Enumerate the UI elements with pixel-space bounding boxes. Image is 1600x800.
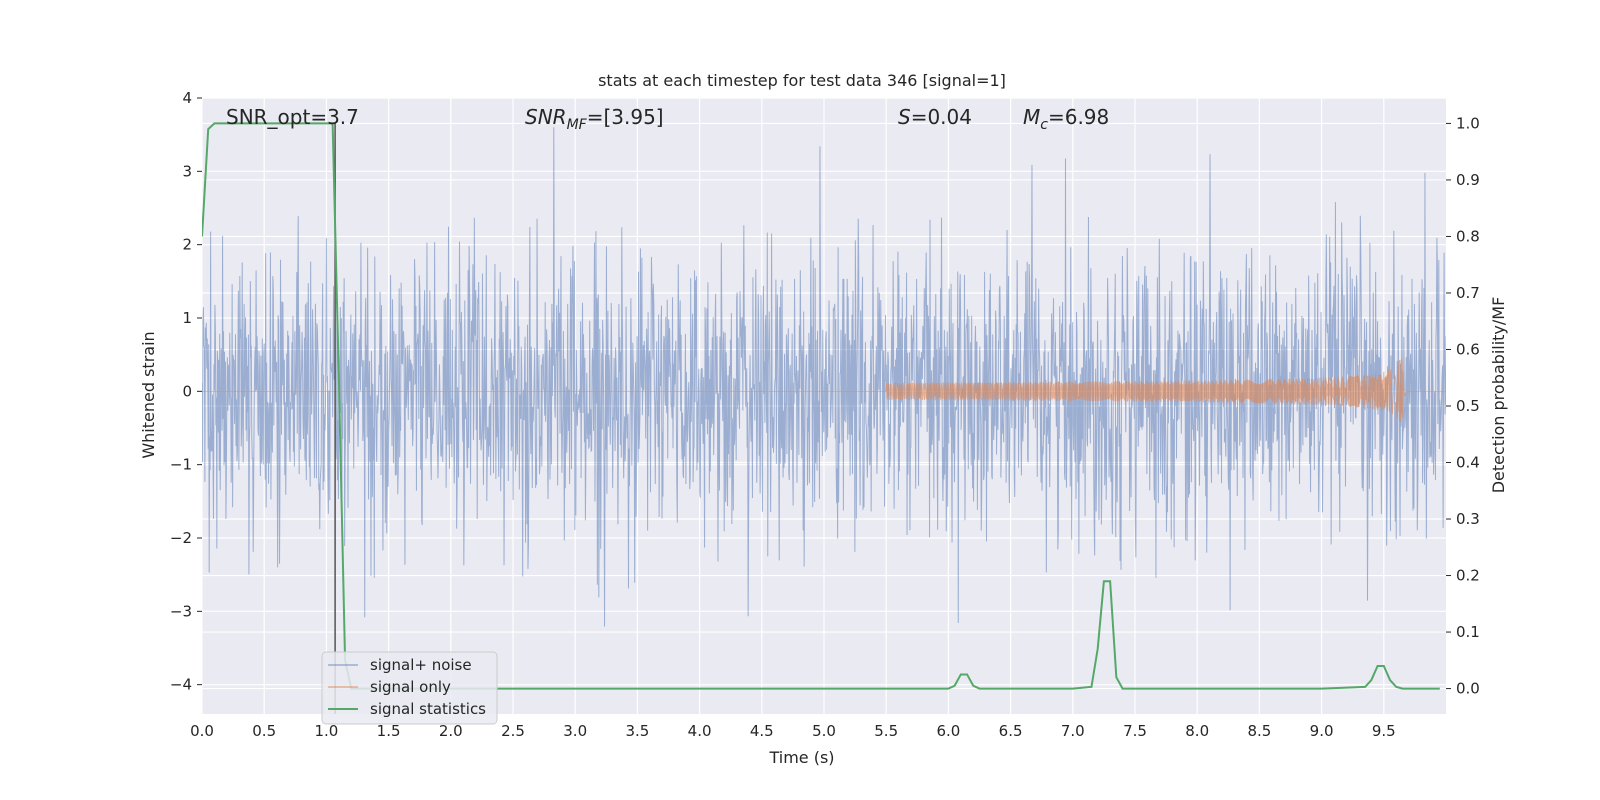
- x-tick-label: 3.0: [563, 722, 587, 740]
- legend-label-stats: signal statistics: [370, 700, 486, 718]
- legend: signal+ noise signal only signal statist…: [321, 651, 498, 725]
- y2-tick-label: 0.3: [1456, 510, 1480, 528]
- y2-tick-labels: 1.0 0.9 0.8 0.7 0.6 0.5 0.4 0.3 0.2 0.1 0.0: [1446, 114, 1480, 698]
- x-tick-label: 7.5: [1123, 722, 1147, 740]
- s-value: =0.04: [911, 105, 972, 129]
- snr-mf-base: SNR: [525, 105, 567, 129]
- mc-value: =6.98: [1048, 105, 1109, 129]
- x-tick-label: 0.0: [190, 722, 214, 740]
- y-tick-label: −4: [170, 676, 192, 694]
- annotation-snr-mf: SNRMF=[3.95]: [525, 105, 664, 133]
- y2-grid: [202, 122, 1446, 690]
- x-tick-label: 4.0: [688, 722, 712, 740]
- s-symbol: S: [898, 105, 911, 129]
- x-tick-label: 2.0: [439, 722, 463, 740]
- y-tick-labels: 4 3 2 1 0 −1 −2 −3 −4: [170, 89, 202, 694]
- series-signal-only: [202, 358, 1446, 422]
- y-tick-label: 1: [182, 309, 192, 327]
- y-tick-label: −3: [170, 602, 192, 620]
- y-tick-label: −2: [170, 529, 192, 547]
- x-tick-label: 1.5: [377, 722, 401, 740]
- y-axis-label: Whitened strain: [139, 331, 158, 458]
- y2-axis-label: Detection probability/MF: [1489, 297, 1508, 494]
- y2-tick-label: 0.7: [1456, 284, 1480, 302]
- y2-tick-label: 0.4: [1456, 454, 1480, 472]
- x-tick-label: 5.5: [874, 722, 898, 740]
- mc-symbol: M: [1023, 105, 1040, 129]
- x-tick-label: 0.5: [252, 722, 276, 740]
- x-tick-label: 9.0: [1310, 722, 1334, 740]
- y2-tick-label: 1.0: [1456, 114, 1480, 132]
- y2-tick-label: 0.1: [1456, 623, 1480, 641]
- x-tick-label: 5.0: [812, 722, 836, 740]
- chart-title: stats at each timestep for test data 346…: [598, 71, 1006, 90]
- y2-tick-label: 0.9: [1456, 171, 1480, 189]
- legend-label-signal: signal only: [370, 678, 451, 696]
- y-tick-label: 4: [182, 89, 192, 107]
- mc-sub: c: [1040, 117, 1048, 133]
- x-tick-label: 7.0: [1061, 722, 1085, 740]
- legend-box: [321, 651, 498, 725]
- x-tick-label: 4.5: [750, 722, 774, 740]
- x-tick-label: 6.0: [936, 722, 960, 740]
- x-tick-label: 8.0: [1185, 722, 1209, 740]
- series-signal-plus-noise: [202, 127, 1446, 627]
- annotation-s: S=0.04: [898, 105, 972, 129]
- y-tick-label: −1: [170, 456, 192, 474]
- y2-tick-label: 0.2: [1456, 567, 1480, 585]
- x-tick-label: 3.5: [625, 722, 649, 740]
- snr-mf-value: =[3.95]: [587, 105, 664, 129]
- plot-area: [202, 122, 1446, 714]
- x-axis-label: Time (s): [768, 748, 834, 767]
- annotation-mc: Mc=6.98: [1023, 105, 1109, 133]
- x-tick-label: 1.0: [314, 722, 338, 740]
- x-tick-label: 8.5: [1247, 722, 1271, 740]
- y2-tick-label: 0.6: [1456, 340, 1480, 358]
- x-tick-label: 2.5: [501, 722, 525, 740]
- x-tick-label: 9.5: [1372, 722, 1396, 740]
- x-tick-labels: 0.0 0.5 1.0 1.5 2.0 2.5 3.0 3.5 4.0 4.5 5.0 5.5 6.0 6…: [190, 722, 1396, 740]
- y2-tick-label: 0.8: [1456, 227, 1480, 245]
- y2-tick-label: 0.0: [1456, 680, 1480, 698]
- y-tick-label: 3: [182, 162, 192, 180]
- series-signal-statistics: [202, 122, 1440, 690]
- x-tick-label: 6.5: [999, 722, 1023, 740]
- snr-mf-sub: MF: [567, 117, 588, 133]
- y-tick-label: 2: [182, 236, 192, 254]
- annotation-snr-opt: SNR_opt=3.7: [226, 105, 359, 129]
- y-tick-label: 0: [182, 382, 192, 400]
- y-grid: [202, 97, 1446, 686]
- y2-tick-label: 0.5: [1456, 397, 1480, 415]
- legend-label-noise: signal+ noise: [370, 656, 472, 674]
